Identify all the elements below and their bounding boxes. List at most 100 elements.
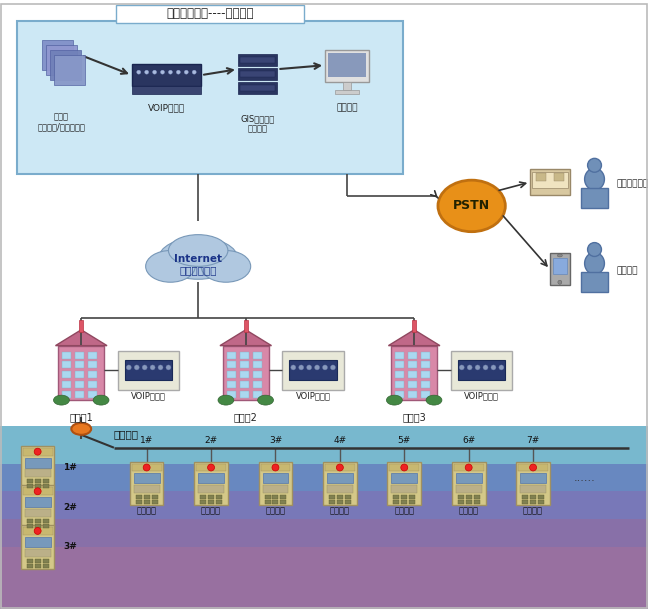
Ellipse shape [426, 395, 442, 405]
Bar [408, 351, 417, 359]
Bar [473, 495, 479, 499]
Bar [421, 362, 430, 368]
Text: 变电站3: 变电站3 [402, 412, 426, 422]
Bar [402, 500, 407, 504]
Ellipse shape [587, 159, 602, 172]
Ellipse shape [71, 423, 91, 435]
Bar [25, 469, 50, 477]
Bar [25, 549, 50, 557]
Bar [88, 381, 97, 388]
Text: 2#: 2# [63, 502, 77, 512]
Bar [62, 351, 71, 359]
Bar [132, 86, 201, 94]
Ellipse shape [142, 365, 147, 370]
Bar [25, 537, 50, 547]
Text: 3#: 3# [269, 436, 282, 446]
Bar [538, 495, 544, 499]
Ellipse shape [467, 365, 472, 370]
Bar [0, 547, 648, 612]
Bar [458, 360, 506, 380]
Bar [252, 381, 262, 388]
Bar [530, 500, 536, 504]
Bar [520, 474, 546, 483]
Bar [518, 463, 548, 471]
Bar [391, 474, 417, 483]
Text: 3#: 3# [63, 542, 77, 551]
Text: 手机用户: 手机用户 [616, 267, 638, 276]
Ellipse shape [192, 70, 196, 74]
Bar [329, 500, 335, 504]
Bar [88, 362, 97, 368]
Bar [262, 474, 288, 483]
Ellipse shape [126, 365, 131, 370]
Ellipse shape [387, 395, 402, 405]
Ellipse shape [557, 254, 562, 257]
Bar [396, 381, 404, 388]
Bar [129, 461, 164, 505]
Bar [408, 381, 417, 388]
Ellipse shape [158, 365, 163, 370]
Bar [136, 495, 142, 499]
Bar [581, 272, 608, 292]
Bar [262, 485, 288, 493]
Bar [43, 559, 48, 562]
Ellipse shape [530, 464, 536, 471]
Bar [27, 524, 33, 528]
Bar [227, 391, 236, 398]
Text: 对讲终端: 对讲终端 [137, 507, 157, 515]
Bar [216, 495, 222, 499]
Text: 电力电缆公司----急控中心: 电力电缆公司----急控中心 [166, 7, 254, 20]
Bar [79, 320, 83, 332]
Ellipse shape [465, 464, 472, 471]
Bar [421, 371, 430, 378]
Ellipse shape [150, 365, 155, 370]
Bar [240, 391, 249, 398]
Bar [116, 5, 304, 23]
Bar [409, 495, 415, 499]
Ellipse shape [322, 365, 328, 370]
Text: VOIP交换机: VOIP交换机 [131, 392, 166, 401]
Bar [458, 495, 464, 499]
Bar [43, 479, 48, 483]
Bar [325, 50, 369, 82]
Bar [345, 495, 351, 499]
Polygon shape [220, 330, 271, 346]
Bar [27, 479, 33, 483]
Ellipse shape [34, 448, 41, 455]
Ellipse shape [160, 70, 165, 74]
Bar [227, 362, 236, 368]
Bar [454, 463, 483, 471]
Bar [0, 426, 648, 609]
Bar [252, 362, 262, 368]
Bar [23, 448, 52, 455]
Bar [35, 479, 41, 483]
Bar [35, 524, 41, 528]
Bar [62, 381, 71, 388]
Bar [35, 519, 41, 523]
Bar [0, 463, 648, 491]
Bar [240, 371, 249, 378]
Bar [522, 500, 528, 504]
Text: 2#: 2# [205, 436, 218, 446]
Bar [132, 463, 162, 471]
Bar [144, 500, 150, 504]
Bar [240, 381, 249, 388]
Ellipse shape [145, 70, 148, 74]
Bar [88, 371, 97, 378]
Ellipse shape [134, 365, 139, 370]
Bar [538, 500, 544, 504]
Bar [412, 320, 416, 332]
Bar [240, 85, 275, 91]
Bar [75, 351, 84, 359]
Bar [283, 351, 344, 390]
Bar [396, 351, 404, 359]
Bar [252, 351, 262, 359]
Ellipse shape [34, 488, 41, 494]
Bar [329, 495, 335, 499]
Bar [25, 509, 50, 517]
Bar [21, 525, 54, 569]
Bar [196, 463, 226, 471]
Bar [17, 21, 404, 174]
Bar [75, 371, 84, 378]
Bar [408, 391, 417, 398]
